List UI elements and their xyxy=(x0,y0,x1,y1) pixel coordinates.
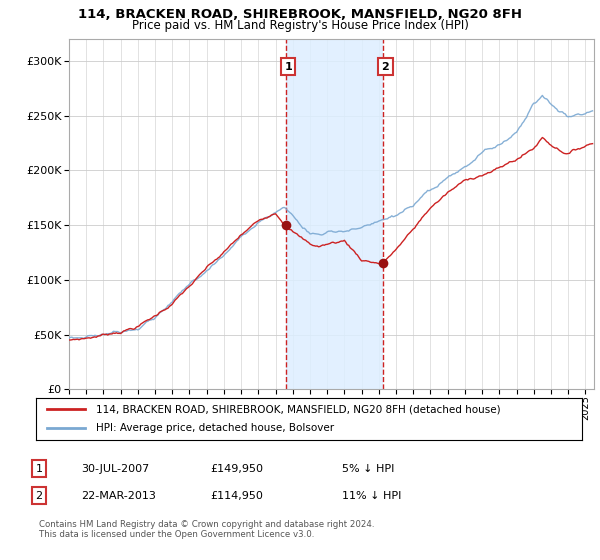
Text: £114,950: £114,950 xyxy=(210,491,263,501)
Text: 22-MAR-2013: 22-MAR-2013 xyxy=(81,491,156,501)
Text: 30-JUL-2007: 30-JUL-2007 xyxy=(81,464,149,474)
Bar xyxy=(286,39,383,389)
Text: 1: 1 xyxy=(35,464,43,474)
Text: 2: 2 xyxy=(35,491,43,501)
Text: Price paid vs. HM Land Registry's House Price Index (HPI): Price paid vs. HM Land Registry's House … xyxy=(131,19,469,32)
Text: This data is licensed under the Open Government Licence v3.0.: This data is licensed under the Open Gov… xyxy=(39,530,314,539)
Text: Contains HM Land Registry data © Crown copyright and database right 2024.: Contains HM Land Registry data © Crown c… xyxy=(39,520,374,529)
Text: 11% ↓ HPI: 11% ↓ HPI xyxy=(342,491,401,501)
Text: HPI: Average price, detached house, Bolsover: HPI: Average price, detached house, Bols… xyxy=(96,423,334,433)
Text: 5% ↓ HPI: 5% ↓ HPI xyxy=(342,464,394,474)
Text: £149,950: £149,950 xyxy=(210,464,263,474)
Text: 2: 2 xyxy=(382,62,389,72)
Text: 1: 1 xyxy=(284,62,292,72)
Text: 114, BRACKEN ROAD, SHIREBROOK, MANSFIELD, NG20 8FH (detached house): 114, BRACKEN ROAD, SHIREBROOK, MANSFIELD… xyxy=(96,404,500,414)
Text: 114, BRACKEN ROAD, SHIREBROOK, MANSFIELD, NG20 8FH: 114, BRACKEN ROAD, SHIREBROOK, MANSFIELD… xyxy=(78,8,522,21)
